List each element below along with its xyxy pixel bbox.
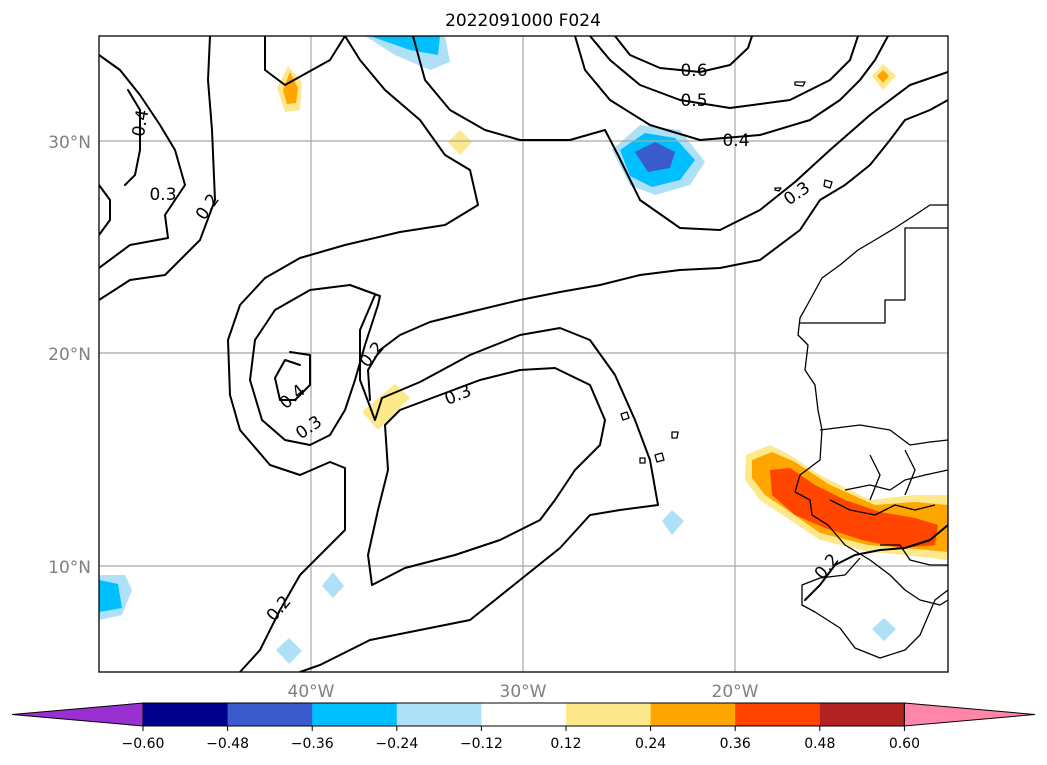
lon-label-40w: 40°W: [288, 682, 335, 702]
colorbar-bin: [819, 703, 905, 726]
colorbar-over-arrow: [903, 702, 1036, 727]
negative-anomaly-patch: [370, 36, 440, 55]
negative-anomaly-patch: [662, 510, 684, 535]
lon-label-30w: 30°W: [500, 682, 547, 702]
contour-label: 0.4: [722, 131, 749, 151]
contour-0.3-main: [299, 294, 659, 672]
contour-0.3-southwest: [274, 351, 311, 401]
contour-0.5: [589, 36, 859, 109]
colorbar-bin: [227, 703, 313, 726]
colorbar-tick-label: 0.24: [635, 736, 666, 752]
colorbar-tick-label: 0.60: [889, 736, 920, 752]
colorbar-bin: [650, 703, 736, 726]
colorbar-bin: [312, 703, 398, 726]
border: [800, 227, 948, 324]
colorbar-outline: [142, 702, 905, 727]
map-frame: [98, 35, 949, 673]
contour-0.6: [614, 36, 753, 73]
border: [880, 544, 948, 566]
positive-anomaly-west-africa-core: [770, 468, 938, 548]
latitude-labels: 30°N 20°N 10°N: [48, 133, 91, 578]
contour-label: 0.5: [680, 91, 707, 111]
island: [794, 81, 806, 87]
negative-anomaly-patch: [322, 572, 344, 598]
border: [819, 424, 948, 446]
colorbar-tick-label: 0.12: [550, 736, 581, 752]
contour-0.3: [99, 54, 186, 269]
colorbar-tick-label: −0.12: [460, 736, 503, 752]
lon-label-20w: 20°W: [712, 682, 759, 702]
positive-anomaly-patch: [283, 72, 298, 104]
contour-lines: [99, 36, 948, 672]
border: [869, 449, 916, 501]
island: [774, 187, 782, 192]
negative-anomaly-patch: [276, 638, 302, 664]
contour-label: 0.6: [680, 61, 707, 81]
colorbar-under-arrow: [11, 702, 144, 727]
lat-label-30n: 30°N: [48, 133, 91, 153]
shaded-anomaly-field: [99, 36, 948, 664]
negative-anomaly-patch: [99, 580, 122, 612]
contour-0.2-east: [367, 99, 948, 401]
contour-0.2: [99, 36, 216, 301]
colorbar-tick-label: −0.60: [122, 736, 165, 752]
contour-0.2-africa: [804, 524, 948, 601]
colorbar-tick-label: −0.24: [375, 736, 418, 752]
contour-0.4-southwest: [249, 284, 381, 446]
colorbar-tick-label: 0.36: [720, 736, 751, 752]
island: [620, 411, 630, 421]
map-title: 2022091000 F024: [445, 11, 601, 31]
contour-label: 0.4: [129, 108, 153, 138]
contour-0.4-upper: [574, 36, 889, 141]
colorbar: −0.60 −0.48 −0.36 −0.24 −0.12 0.12 0.24 0.36 0.4…: [11, 702, 1036, 752]
colorbar-bin: [396, 703, 482, 726]
coastlines: [620, 81, 948, 659]
positive-anomaly-patch: [448, 130, 472, 155]
border: [829, 499, 936, 516]
map-area: 0.6 0.5 0.4 0.4 0.3 0.2 0.3 0.2 0.4 0.3 …: [99, 36, 948, 672]
negative-anomaly-patch: [635, 142, 675, 172]
africa-coastline-south: [801, 557, 948, 659]
negative-anomaly-patch: [872, 618, 896, 641]
colorbar-bin: [481, 703, 567, 726]
colorbar-tick-label: −0.36: [291, 736, 334, 752]
lat-label-10n: 10°N: [48, 558, 91, 578]
colorbar-bin: [566, 703, 652, 726]
contour-0.2-central: [227, 36, 479, 672]
contour-0.4: [99, 89, 141, 236]
lat-label-20n: 20°N: [48, 345, 91, 365]
island: [671, 431, 679, 439]
contour-label: 0.3: [149, 185, 176, 205]
colorbar-bin: [143, 703, 229, 726]
colorbar-tick-label: 0.48: [804, 736, 835, 752]
colorbar-tick-label: −0.48: [206, 736, 249, 752]
contour-0.3-inner: [367, 367, 606, 586]
longitude-labels: 40°W 30°W 20°W: [288, 682, 759, 702]
border: [844, 469, 948, 491]
island: [823, 179, 833, 189]
contour-0.2-main: [412, 36, 948, 231]
positive-anomaly-patch: [877, 70, 889, 83]
colorbar-bin: [735, 703, 821, 726]
island: [654, 452, 665, 463]
africa-coastline: [794, 204, 948, 606]
island: [639, 457, 646, 464]
